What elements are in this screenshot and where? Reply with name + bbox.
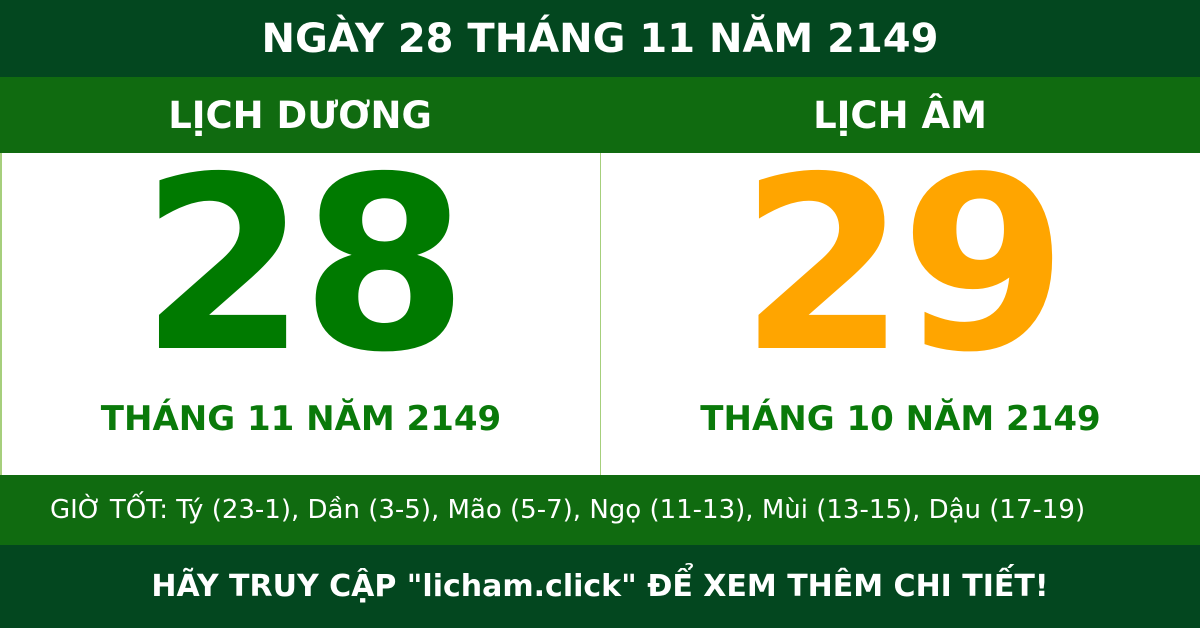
solar-month-year: THÁNG 11 NĂM 2149 [100, 399, 502, 439]
lunar-month-year: THÁNG 10 NĂM 2149 [700, 399, 1101, 439]
calendar-headers: LỊCH DƯƠNG LỊCH ÂM [0, 77, 1200, 153]
footer-cta: HÃY TRUY CẬP "licham.click" ĐỂ XEM THÊM … [0, 545, 1200, 628]
lunar-calendar-label: LỊCH ÂM [813, 93, 987, 137]
lunar-day: 29 [739, 125, 1068, 405]
solar-day: 28 [140, 125, 468, 405]
page-title: NGÀY 28 THÁNG 11 NĂM 2149 [0, 0, 1200, 77]
lunar-panel: 29 THÁNG 10 NĂM 2149 [600, 125, 1200, 475]
solar-panel: 28 THÁNG 11 NĂM 2149 [0, 125, 600, 475]
solar-calendar-label: LỊCH DƯƠNG [168, 93, 432, 137]
good-hours: GIỜ TỐT: Tý (23-1), Dần (3-5), Mão (5-7)… [0, 475, 1200, 545]
